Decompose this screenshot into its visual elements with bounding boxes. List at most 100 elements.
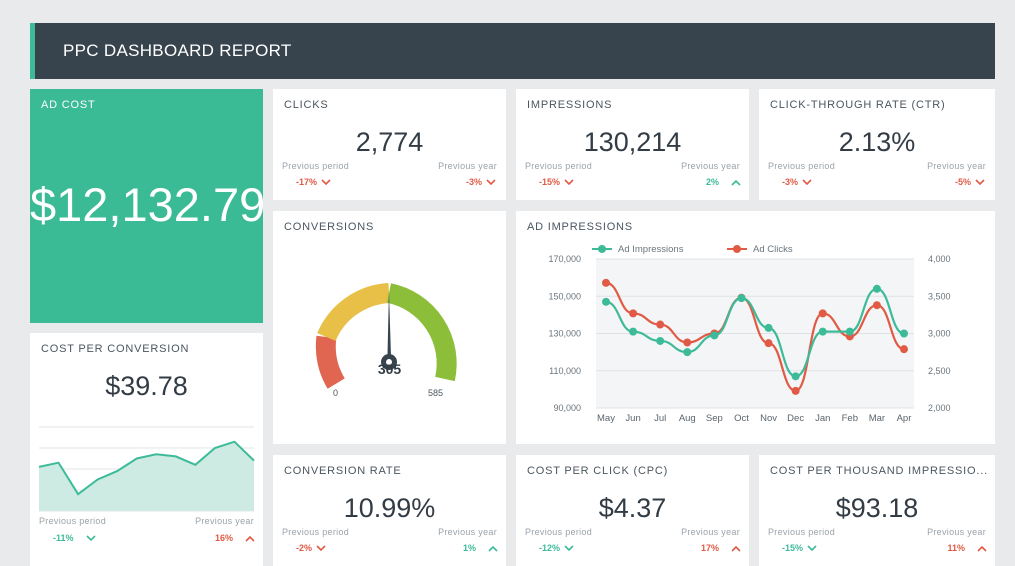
data-point (900, 345, 908, 354)
conversion-rate-prev-year-delta: 1% (463, 543, 498, 553)
clicks-prev-year-delta: -3% (466, 177, 496, 187)
cpc-value: $4.37 (598, 493, 667, 523)
x-tick-label: May (597, 413, 615, 424)
y-left-tick-label: 170,000 (548, 254, 581, 264)
data-point (764, 339, 773, 348)
x-tick-label: Dec (787, 413, 804, 424)
ad-impressions-chart: 170,000 150,000 130,000 110,000 90,000 4,000 3… (548, 244, 951, 424)
area-fill (39, 441, 254, 511)
chevron-down-icon (486, 179, 496, 186)
ad-cost-title: AD COST (41, 99, 96, 111)
clicks-prev-period-delta: -17% (296, 177, 331, 187)
cpm-prev-period-label: Previous period (768, 527, 836, 537)
ctr-prev-year-label: Previous year (927, 161, 986, 171)
gauge-segment-mid (317, 283, 390, 342)
data-point (872, 284, 881, 293)
x-tick-label: Oct (734, 413, 749, 424)
conversions-gauge (315, 283, 457, 389)
chevron-up-icon (977, 545, 987, 552)
x-tick-label: Aug (679, 413, 696, 424)
clicks-card[interactable]: CLICKS 2,774 Previous period Previous ye… (273, 89, 506, 200)
cpconv-prev-year-delta: 16% (215, 533, 255, 543)
y-left-tick-label: 90,000 (553, 403, 581, 413)
conversions-card[interactable]: CONVERSIONS 305 0 585 (273, 211, 506, 444)
gauge-needle (381, 290, 397, 370)
data-point (656, 320, 665, 329)
impressions-prev-year-label: Previous year (681, 161, 740, 171)
data-point (818, 309, 827, 318)
y-left-tick-label: 150,000 (548, 291, 581, 301)
conversion-rate-card[interactable]: CONVERSION RATE 10.99% Previous period P… (273, 455, 506, 566)
clicks-title: CLICKS (284, 99, 329, 111)
dashboard-header: PPC DASHBOARD REPORT (30, 23, 995, 79)
cost-per-conversion-chart (38, 426, 255, 512)
conversion-rate-prev-period-label: Previous period (282, 527, 350, 537)
cpconv-value: $39.78 (105, 371, 188, 401)
x-tick-label: Jan (815, 413, 830, 424)
cpm-prev-period-delta: -15% (782, 543, 817, 553)
gauge-min-label: 0 (333, 388, 339, 398)
impressions-prev-year-delta: 2% (706, 177, 741, 187)
x-tick-label: Mar (869, 413, 885, 424)
cpconv-prev-period-label: Previous period (39, 516, 107, 526)
cpm-prev-year-delta: 11% (947, 543, 987, 553)
conversion-rate-prev-year-label: Previous year (438, 527, 497, 537)
cpconv-title: COST PER CONVERSION (41, 343, 190, 355)
y-right-tick-label: 2,000 (928, 403, 951, 413)
ctr-title: CLICK-THROUGH RATE (CTR) (770, 99, 946, 111)
data-point (764, 323, 773, 332)
chevron-down-icon (316, 545, 326, 552)
y-right-tick-label: 2,500 (928, 366, 951, 376)
conversions-value: 305 (377, 361, 402, 377)
chevron-up-icon (245, 535, 255, 542)
data-point (629, 327, 638, 336)
legend-marker (598, 245, 606, 253)
chevron-down-icon (321, 179, 331, 186)
data-point (683, 338, 692, 347)
conversion-rate-title: CONVERSION RATE (284, 465, 402, 477)
cost-per-conversion-card[interactable]: COST PER CONVERSION $39.78 Previous peri… (30, 333, 263, 566)
data-point (710, 331, 719, 340)
clicks-value: 2,774 (355, 127, 424, 157)
cpc-prev-year-delta: 17% (701, 543, 741, 553)
gauge-max-label: 585 (428, 388, 444, 398)
x-tick-label: Nov (760, 413, 777, 424)
ad-cost-card[interactable]: AD COST $12,132.79 (30, 89, 266, 323)
x-tick-label: Jun (625, 413, 640, 424)
clicks-prev-period-label: Previous period (282, 161, 350, 171)
ctr-value: 2.13% (838, 127, 916, 157)
data-point (791, 372, 800, 381)
data-point (818, 327, 827, 336)
x-tick-label: Apr (897, 413, 912, 424)
cpc-card[interactable]: COST PER CLICK (CPC) $4.37 Previous peri… (516, 455, 749, 566)
data-point (602, 297, 610, 306)
y-right-tick-label: 4,000 (928, 254, 951, 264)
ad-impressions-card[interactable]: AD IMPRESSIONS 170,000 150,000 130,000 110,… (516, 211, 995, 444)
cpc-prev-period-label: Previous period (525, 527, 593, 537)
ctr-prev-year-delta: -5% (955, 177, 985, 187)
x-tick-label: Feb (842, 413, 858, 424)
cpc-title: COST PER CLICK (CPC) (527, 465, 669, 477)
chevron-up-icon (731, 179, 741, 186)
cpm-card[interactable]: COST PER THOUSAND IMPRESSIO... $93.18 Pr… (759, 455, 995, 566)
data-point (872, 301, 881, 310)
cpc-prev-period-delta: -12% (539, 543, 574, 553)
data-point (629, 309, 638, 318)
conversions-title: CONVERSIONS (284, 221, 375, 233)
cpm-title: COST PER THOUSAND IMPRESSIO... (770, 465, 988, 477)
legend-label: Ad Impressions (618, 244, 684, 255)
ad-cost-value: $12,132.79 (30, 178, 266, 231)
legend-marker (733, 245, 741, 253)
legend-label: Ad Clicks (753, 244, 793, 255)
y-right-tick-label: 3,000 (928, 329, 951, 339)
conversion-rate-value: 10.99% (343, 493, 436, 523)
data-point (656, 336, 665, 345)
ctr-prev-period-delta: -3% (782, 177, 812, 187)
clicks-prev-year-label: Previous year (438, 161, 497, 171)
impressions-card[interactable]: IMPRESSIONS 130,214 Previous period Prev… (516, 89, 749, 200)
y-left-tick-label: 130,000 (548, 329, 581, 339)
gauge-segment-high (386, 283, 457, 382)
ctr-card[interactable]: CLICK-THROUGH RATE (CTR) 2.13% Previous … (759, 89, 995, 200)
area-line (38, 440, 255, 496)
conversion-rate-prev-period-delta: -2% (296, 543, 326, 553)
